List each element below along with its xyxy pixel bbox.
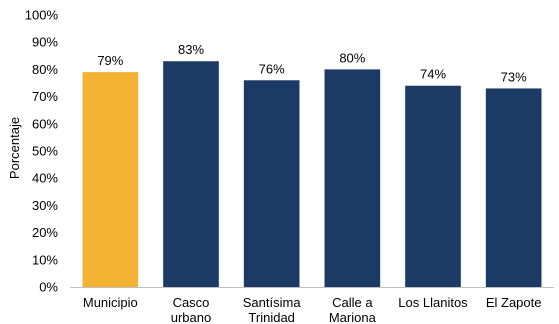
x-category-label-line: Los Llanitos [398, 295, 468, 310]
x-category-label: Calle a Mariona [329, 295, 377, 324]
x-category-label: Los Llanitos [398, 295, 468, 310]
x-category-label-line: urbano [171, 310, 211, 324]
y-tick-label: 50% [32, 144, 58, 159]
bar [324, 69, 381, 288]
x-category-label-line: El Zapote [486, 295, 542, 310]
category-labels: Municipio Casco urbano Santísima Trinidad Cal… [83, 295, 542, 324]
bar [163, 61, 219, 287]
x-category-label: El Zapote [486, 295, 542, 310]
data-label: 76% [259, 61, 285, 76]
bars [82, 61, 542, 288]
x-category-label: Santísima Trinidad [243, 295, 302, 324]
bar [82, 72, 139, 288]
x-category-label-line: Santísima [243, 295, 302, 310]
y-tick-label: 30% [32, 198, 58, 213]
bar [405, 85, 461, 287]
y-tick-label: 0% [39, 280, 58, 295]
x-category-label-line: Trinidad [248, 310, 294, 324]
y-axis-title-group: Porcentaje [7, 117, 22, 179]
y-tick-label: 70% [32, 89, 58, 104]
y-axis-title: Porcentaje [7, 117, 22, 179]
data-label: 83% [178, 42, 204, 57]
bar [485, 88, 542, 287]
data-label: 80% [339, 50, 365, 65]
y-axis-ticks: 0% 10% 20% 30% 40% 50% 60% 70% 80% 90% 100% [25, 8, 59, 295]
x-category-label-line: Calle a [332, 295, 373, 310]
x-category-label-line: Mariona [329, 310, 377, 324]
x-category-label-line: Municipio [83, 295, 138, 310]
data-label: 73% [501, 69, 527, 84]
data-label: 79% [97, 53, 123, 68]
y-tick-label: 10% [32, 252, 58, 267]
y-tick-label: 90% [32, 35, 58, 50]
y-tick-label: 60% [32, 116, 58, 131]
y-tick-label: 20% [32, 225, 58, 240]
data-label: 74% [420, 67, 446, 82]
x-category-label-line: Casco [173, 295, 210, 310]
y-tick-label: 40% [32, 171, 58, 186]
y-tick-label: 100% [25, 8, 59, 23]
y-tick-label: 80% [32, 62, 58, 77]
data-labels: 79% 83% 76% 80% 74% 73% [97, 42, 527, 84]
x-category-label: Municipio [83, 295, 138, 310]
bar [243, 80, 300, 287]
x-category-label: Casco urbano [171, 295, 211, 324]
